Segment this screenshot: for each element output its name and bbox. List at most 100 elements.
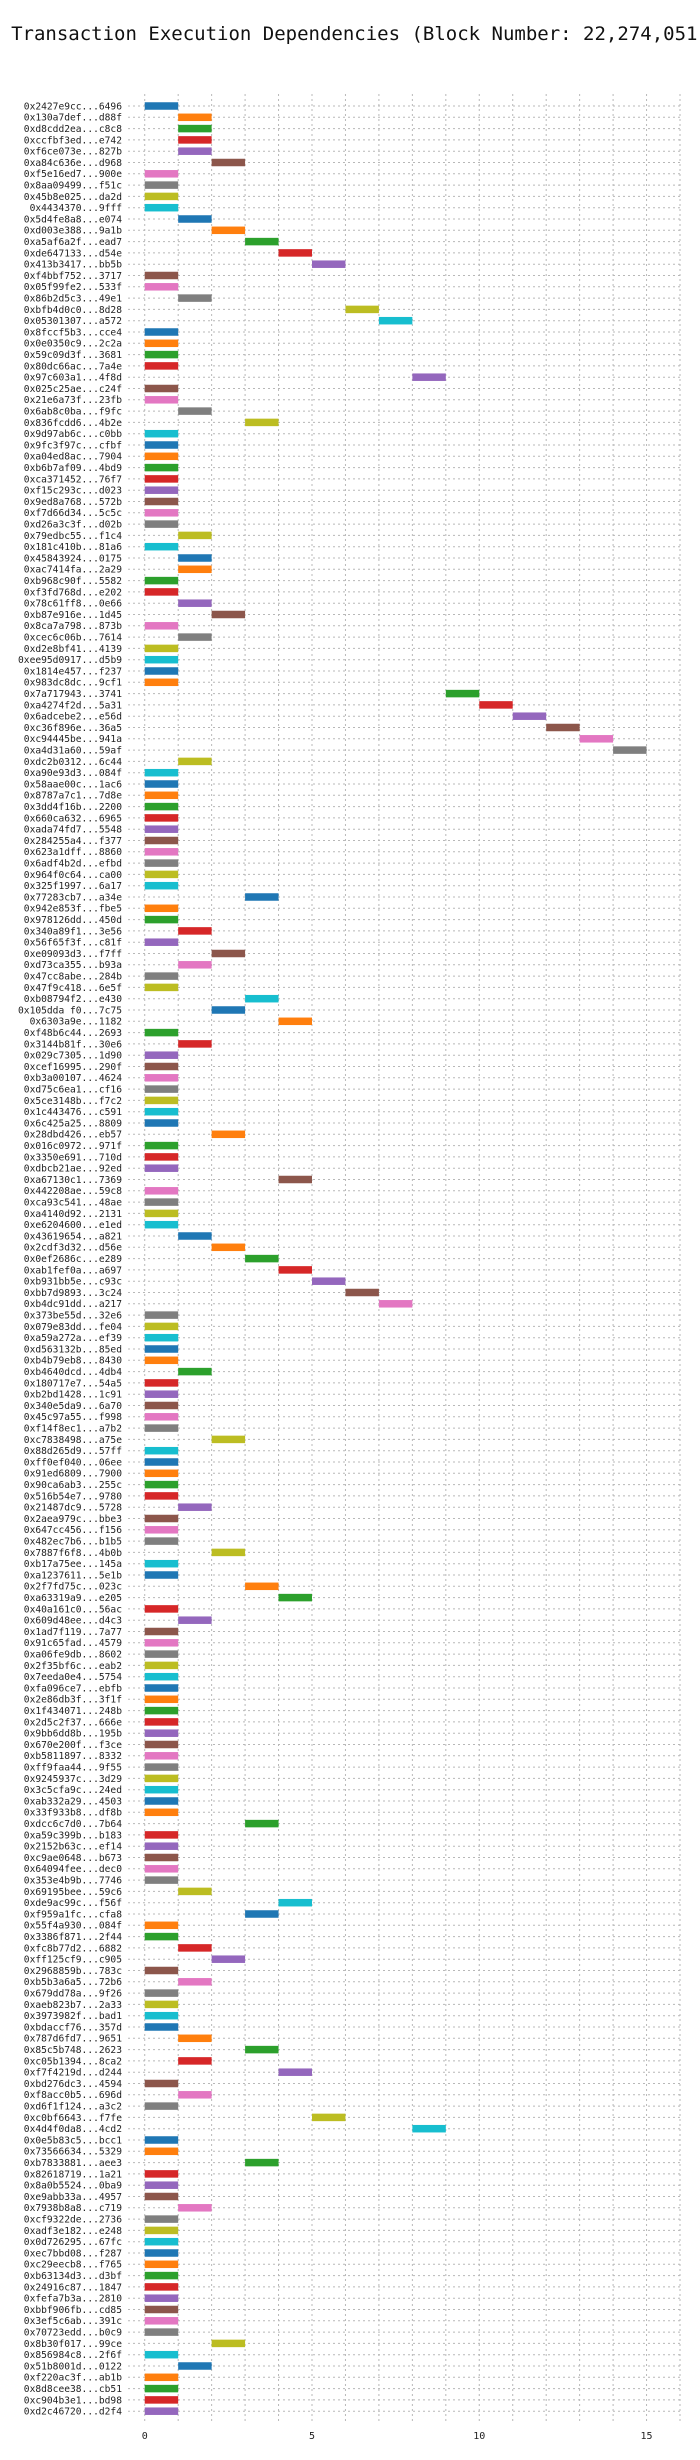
transaction-bar xyxy=(178,1944,212,1952)
transaction-bar xyxy=(144,1356,179,1365)
transaction-bar xyxy=(144,486,179,494)
transaction-label: 0x0ef2686c...e289 xyxy=(24,1254,122,1265)
transaction-bar xyxy=(144,1514,179,1523)
transaction-label: 0x942e853f...fbe5 xyxy=(24,904,122,915)
transaction-label: 0x670e200f...f3ce xyxy=(24,1740,122,1751)
transaction-label: 0x413b3417...bb5b xyxy=(24,260,122,271)
transaction-label: 0xa04ed8ac...7904 xyxy=(24,452,122,463)
transaction-label: 0xc7838498...a75e xyxy=(24,1435,122,1446)
transaction-bar xyxy=(245,1254,279,1263)
transaction-bar xyxy=(144,1876,179,1884)
transaction-label: 0x2427e9cc...6496 xyxy=(24,101,122,112)
transaction-bar xyxy=(178,757,212,766)
transaction-bar xyxy=(144,938,179,946)
transaction-label: 0xf220ac3f...ab1b xyxy=(24,2373,122,2384)
transaction-label: 0x73566634...5329 xyxy=(24,2147,122,2158)
transaction-label: 0xf48b6c44...2693 xyxy=(24,1028,122,1039)
transaction-label: 0xc36f896e...36a5 xyxy=(24,723,122,734)
transaction-bar xyxy=(144,2283,179,2291)
transaction-label: 0xa59a272a...ef39 xyxy=(24,1333,122,1344)
transaction-label: 0x88d265d9...57ff xyxy=(24,1446,122,1457)
transaction-label: 0x016c0972...971f xyxy=(24,1141,122,1152)
transaction-label: 0x2f35bf6c...eab2 xyxy=(24,1661,122,1672)
transaction-bar xyxy=(144,667,179,675)
transaction-bar xyxy=(178,1503,212,1511)
transaction-label: 0xadf3e182...e248 xyxy=(24,2226,122,2237)
transaction-label: 0x181c410b...81a6 xyxy=(24,542,122,553)
transaction-label: 0xca371452...76f7 xyxy=(24,474,122,485)
transaction-label: 0x2e86db3f...3f1f xyxy=(24,1695,122,1706)
transaction-label: 0x373be55d...32e6 xyxy=(24,1311,122,1322)
transaction-bar xyxy=(479,701,513,709)
transaction-bar xyxy=(144,1198,179,1206)
transaction-bar xyxy=(144,1085,179,1093)
transaction-bar xyxy=(144,644,179,653)
transaction-bar xyxy=(144,1865,179,1873)
transaction-label: 0x4d4f0da8...4cd2 xyxy=(24,2124,122,2135)
transaction-bar xyxy=(144,1333,179,1342)
transaction-label: 0xfefa7b3a...2810 xyxy=(24,2294,122,2305)
transaction-label: 0x56f65f3f...c81f xyxy=(24,938,122,949)
transaction-label: 0xf14f8ec1...a7b2 xyxy=(24,1424,122,1435)
transaction-bar xyxy=(144,814,179,822)
transaction-label: 0xf4bbf752...3717 xyxy=(24,271,122,282)
transaction-bar xyxy=(412,2124,446,2133)
x-tick-label: 15 xyxy=(641,2431,653,2442)
transaction-label: 0x340e5da9...6a70 xyxy=(24,1401,122,1412)
transaction-bar xyxy=(144,1932,179,1941)
transaction-label: 0x787d6fd7...9651 xyxy=(24,2034,122,2045)
transaction-bar xyxy=(144,2147,179,2156)
transaction-bar xyxy=(144,576,179,585)
transaction-bar xyxy=(345,305,379,314)
transaction-bar xyxy=(144,780,179,788)
transaction-bar xyxy=(144,1966,179,1975)
transaction-label: 0x978126dd...450d xyxy=(24,915,122,926)
transaction-label: 0xf7f4219d...d244 xyxy=(24,2068,122,2079)
transaction-bar xyxy=(144,1605,179,1613)
transaction-bar xyxy=(144,384,179,393)
x-tick-label: 0 xyxy=(142,2431,148,2442)
transaction-label: 0xe9abb33a...4957 xyxy=(24,2192,122,2203)
transaction-label: 0x9bb6dd8b...195b xyxy=(24,1729,122,1740)
transaction-label: 0xa90e93d3...084f xyxy=(24,768,122,779)
transaction-label: 0xbd276dc3...4594 xyxy=(24,2079,122,2090)
transaction-label: 0xf15c293c...d023 xyxy=(24,486,122,497)
transaction-bar xyxy=(144,2170,179,2178)
transaction-label: 0x47cc8abe...284b xyxy=(24,972,122,983)
transaction-bar xyxy=(144,1661,179,1670)
transaction-bar xyxy=(144,1379,179,1387)
transaction-label: 0xb3a00107...4624 xyxy=(24,1073,122,1084)
transaction-bar xyxy=(144,2226,179,2235)
transaction-bar xyxy=(144,622,179,630)
transaction-label: 0xc94445be...941a xyxy=(24,734,122,745)
transaction-bar xyxy=(144,1062,179,1071)
transaction-label: 0x45843924...0175 xyxy=(24,553,122,564)
x-tick-label: 5 xyxy=(309,2431,315,2442)
transaction-label: 0x660ca632...6965 xyxy=(24,813,122,824)
transaction-bar xyxy=(144,181,179,189)
transaction-label: 0xa06fe9db...8602 xyxy=(24,1650,122,1661)
transaction-label: 0x5d4fe8a8...e074 xyxy=(24,214,122,225)
transaction-bar xyxy=(211,1243,246,1252)
transaction-bar xyxy=(245,1819,279,1828)
transaction-label: 0xb4dc91dd...a217 xyxy=(24,1299,122,1310)
transaction-bar xyxy=(144,1311,179,1319)
transaction-bar xyxy=(245,1582,279,1591)
transaction-label: 0x7938b8a8...c719 xyxy=(24,2203,122,2214)
transaction-label: 0x80dc66ac...7a4e xyxy=(24,361,122,372)
transaction-bar xyxy=(144,1469,179,1478)
transaction-bar xyxy=(312,1277,346,1285)
transaction-label: 0x7eeda0e4...5754 xyxy=(24,1672,122,1683)
transaction-bar xyxy=(144,802,179,811)
transaction-bar xyxy=(144,362,179,370)
transaction-bar xyxy=(144,452,179,461)
transaction-label: 0x7a717943...3741 xyxy=(24,689,122,700)
transaction-bar xyxy=(144,2294,179,2302)
transaction-label: 0xa84c636e...d968 xyxy=(24,158,122,169)
transaction-label: 0x2968859b...783c xyxy=(24,1966,122,1977)
transaction-bar xyxy=(144,203,179,212)
transaction-label: 0x47f9c418...6e5f xyxy=(24,983,122,994)
transaction-label: 0x353e4b9b...7746 xyxy=(24,1876,122,1887)
transaction-bar xyxy=(178,1232,212,1240)
transaction-bar xyxy=(144,1119,179,1127)
